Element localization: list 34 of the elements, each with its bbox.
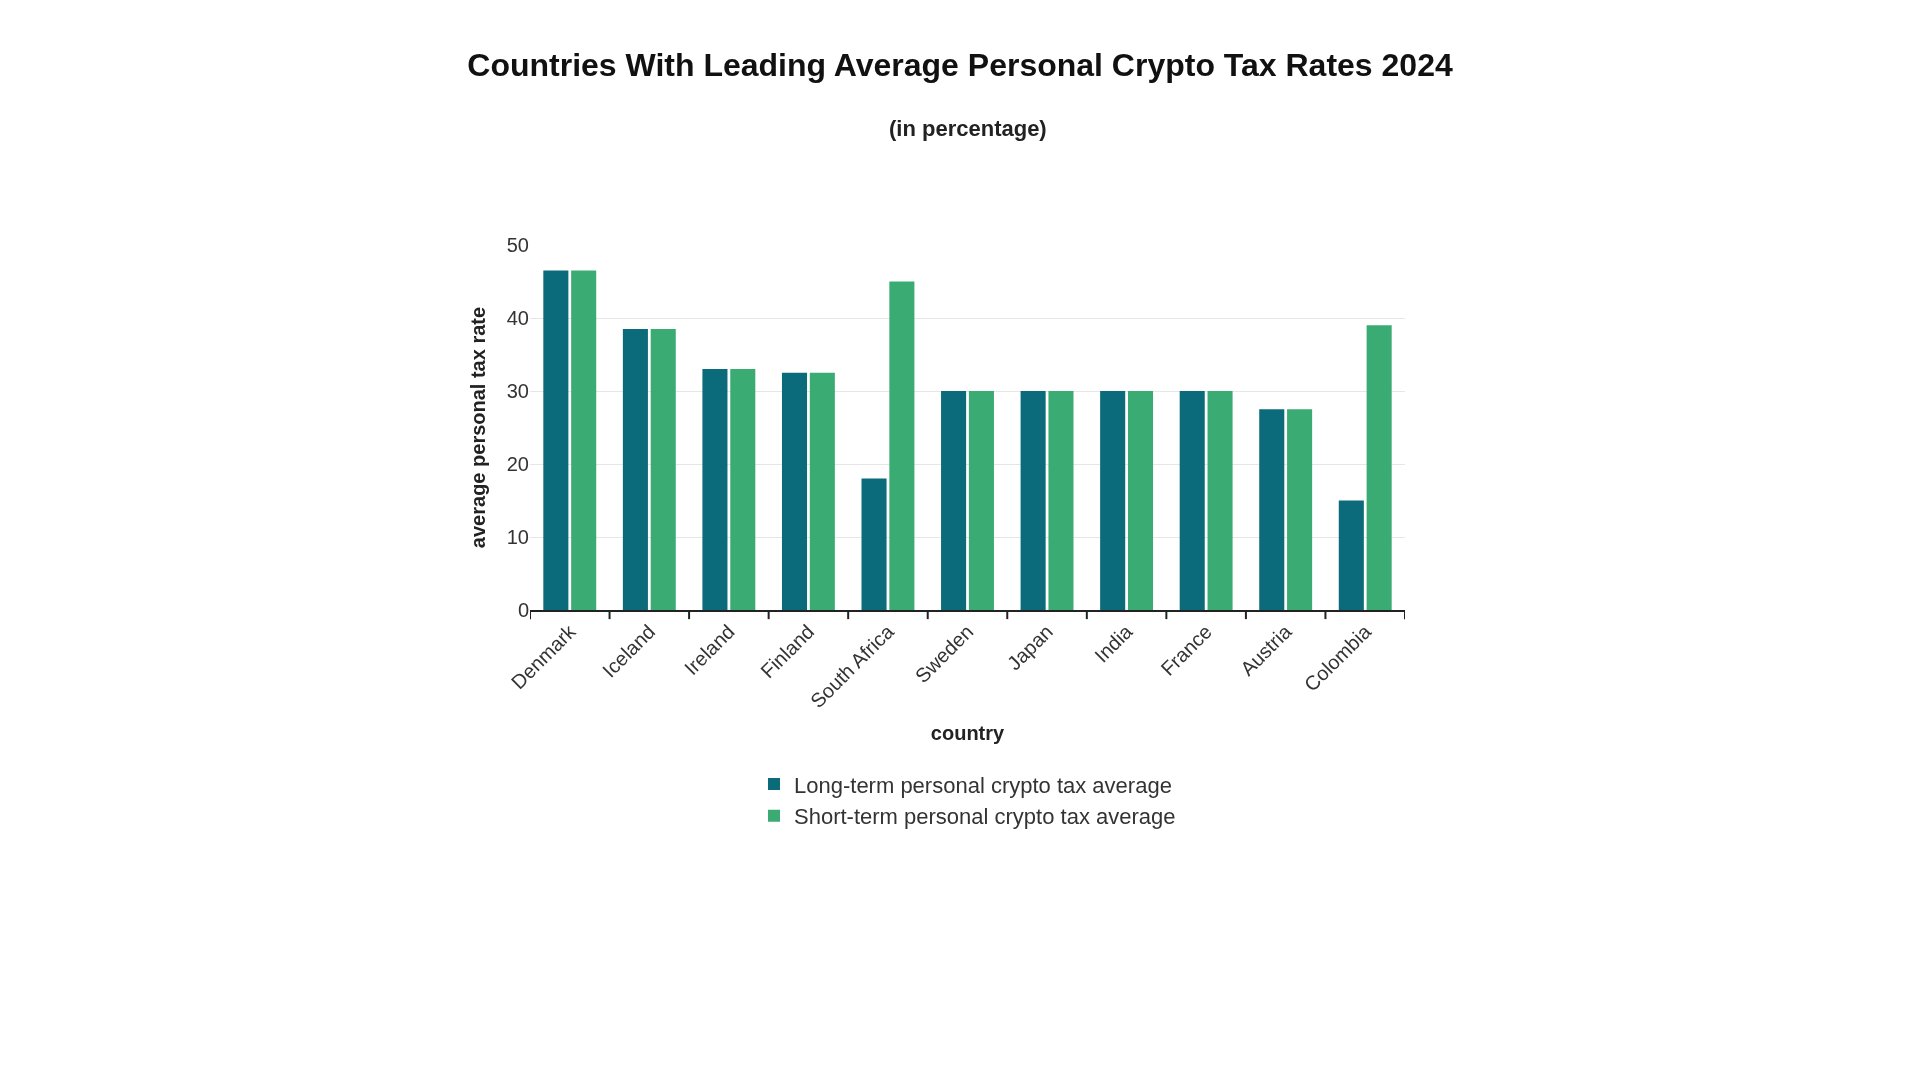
bar xyxy=(730,369,756,610)
legend-label: Long-term personal crypto tax average xyxy=(794,772,1172,798)
x-axis-title: country xyxy=(930,722,1006,745)
bar xyxy=(702,369,728,610)
y-tick-label: 30 xyxy=(506,380,529,402)
chart-subtitle: (in percentage) xyxy=(889,116,1047,141)
y-tick-label: 10 xyxy=(506,526,529,548)
bar xyxy=(1366,325,1392,610)
bar xyxy=(968,391,994,610)
y-tick-label: 50 xyxy=(506,234,529,256)
bar xyxy=(1179,391,1205,610)
y-axis-title: average personal tax rate xyxy=(467,306,490,549)
bar xyxy=(781,372,808,610)
bar xyxy=(543,270,569,610)
y-tick-label: 20 xyxy=(506,453,529,475)
bar xyxy=(1338,500,1364,610)
bar xyxy=(809,372,835,610)
bar xyxy=(571,270,597,610)
bar xyxy=(650,328,676,610)
y-tick-label: 0 xyxy=(517,599,529,621)
bar xyxy=(861,478,887,610)
bar xyxy=(1127,391,1154,610)
legend-label: Short-term personal crypto tax average xyxy=(794,804,1176,830)
bar xyxy=(889,281,915,610)
bar xyxy=(1020,391,1046,610)
chart-title: Countries With Leading Average Personal Crypto Tax Rates 2024 xyxy=(467,47,1453,84)
bar xyxy=(1100,391,1126,610)
bar xyxy=(941,391,967,610)
y-tick-label: 40 xyxy=(506,307,529,329)
bar xyxy=(1048,391,1074,610)
bar xyxy=(622,328,648,610)
bar xyxy=(1207,391,1233,610)
bar xyxy=(1259,409,1285,610)
bar xyxy=(1287,409,1313,610)
